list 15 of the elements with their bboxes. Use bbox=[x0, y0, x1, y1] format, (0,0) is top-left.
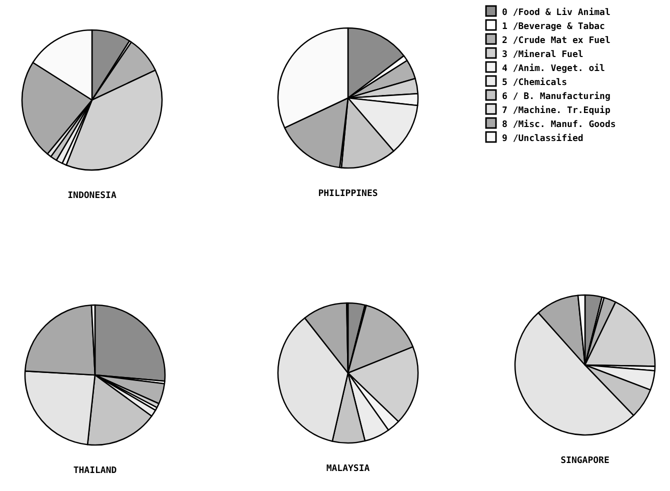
legend-label: 4 /Anim. Veget. oil bbox=[502, 63, 605, 74]
legend-label: 1 /Beverage & Tabac bbox=[502, 22, 605, 32]
legend-label: 7 /Machine. Tr.Equip bbox=[502, 105, 611, 116]
legend-label: 8 /Misc. Manuf. Goods bbox=[502, 119, 616, 130]
legend-label: 5 /Chemicals bbox=[502, 77, 568, 88]
legend-label: 2 /Crude Mat ex Fuel bbox=[502, 36, 610, 46]
text: MALAYSIA bbox=[326, 464, 370, 474]
legend-label: 0 /Food & Liv Animal bbox=[502, 7, 610, 18]
legend-label: 3 /Mineral Fuel bbox=[502, 49, 584, 60]
legend-label: 9 /Unclassified bbox=[502, 133, 584, 144]
text: INDONESIA bbox=[68, 191, 117, 201]
text: SINGAPORE bbox=[560, 456, 610, 466]
legend-label: 6 / B. Manufacturing bbox=[502, 91, 610, 102]
text: THAILAND bbox=[73, 466, 118, 476]
text: PHILIPPINES bbox=[318, 189, 378, 199]
